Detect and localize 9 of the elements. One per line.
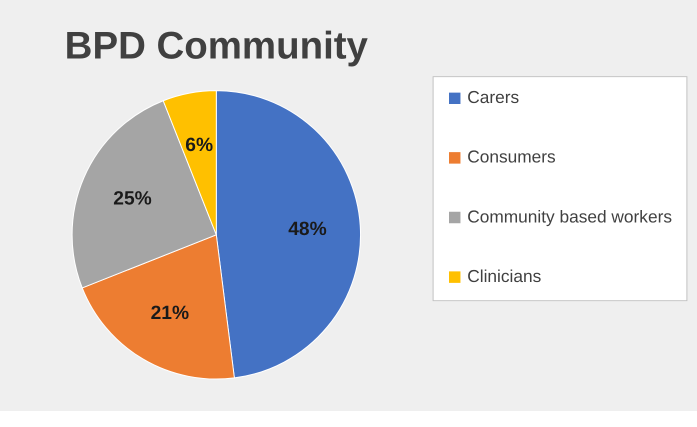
data-label: 6% <box>185 134 214 156</box>
legend-label: Carers <box>467 87 520 108</box>
chart-title: BPD Community <box>64 24 369 68</box>
legend-label: Consumers <box>467 146 556 167</box>
data-label: 48% <box>288 218 327 240</box>
data-label: 21% <box>150 303 190 324</box>
data-label: 25% <box>113 188 152 210</box>
legend-label: Community based workers <box>467 206 672 226</box>
legend-label: Clinicians <box>467 266 542 286</box>
